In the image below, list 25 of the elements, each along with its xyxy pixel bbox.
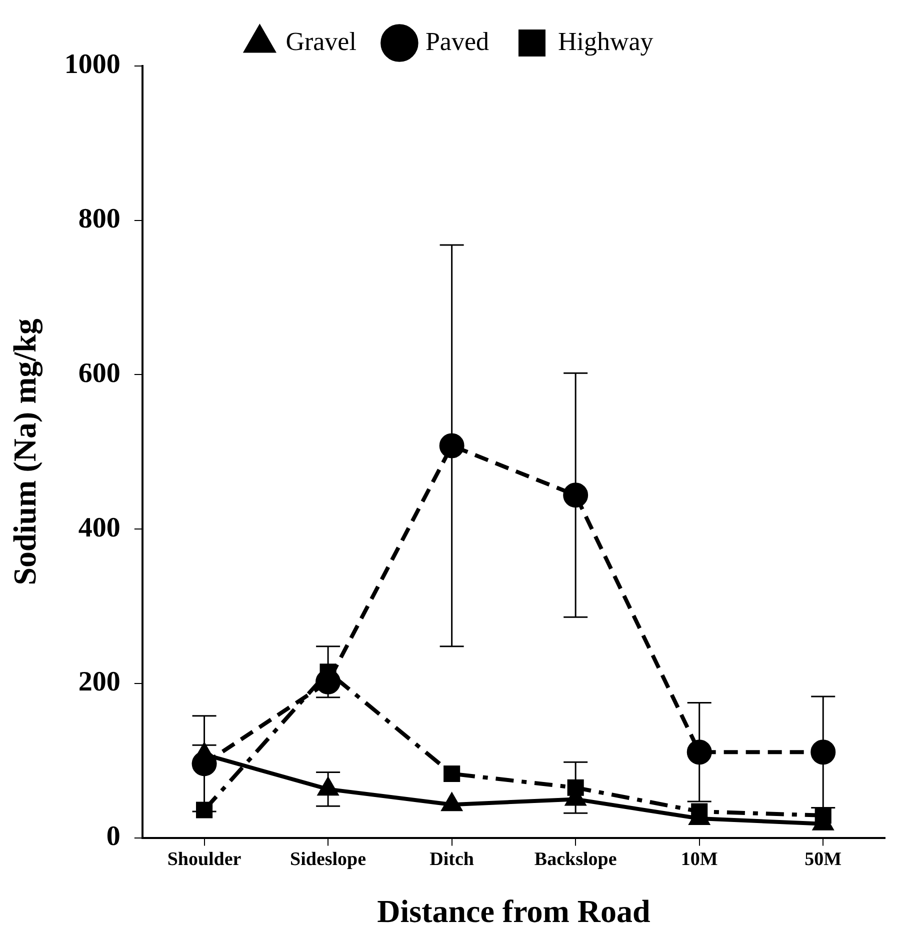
- y-axis-title: Sodium (Na) mg/kg: [6, 318, 44, 586]
- point: [567, 779, 584, 796]
- point: [814, 807, 832, 824]
- x-tick-label: Sideslope: [290, 849, 366, 870]
- x-tick-label: Shoulder: [167, 849, 242, 870]
- x-tick-label: Backslope: [534, 849, 617, 870]
- legend-label: Highway: [558, 26, 654, 56]
- point: [439, 433, 464, 458]
- y-tick-label: 400: [78, 512, 120, 544]
- legend-label: Paved: [425, 26, 489, 56]
- y-tick-label: 0: [106, 821, 120, 852]
- legend-label: Gravel: [286, 26, 356, 56]
- point: [563, 482, 588, 508]
- x-axis-title: Distance from Road: [377, 893, 650, 930]
- y-tick-label: 600: [78, 358, 120, 389]
- y-tick-label: 200: [78, 666, 120, 698]
- x-tick-label: Ditch: [430, 849, 474, 870]
- x-tick-label: 10M: [680, 849, 718, 870]
- point: [810, 740, 836, 765]
- x-tick-label: 50M: [804, 849, 842, 870]
- y-tick-label: 1000: [64, 49, 120, 80]
- point: [444, 765, 460, 782]
- y-tick-label: 800: [78, 204, 120, 235]
- point: [691, 803, 708, 820]
- point: [686, 740, 712, 765]
